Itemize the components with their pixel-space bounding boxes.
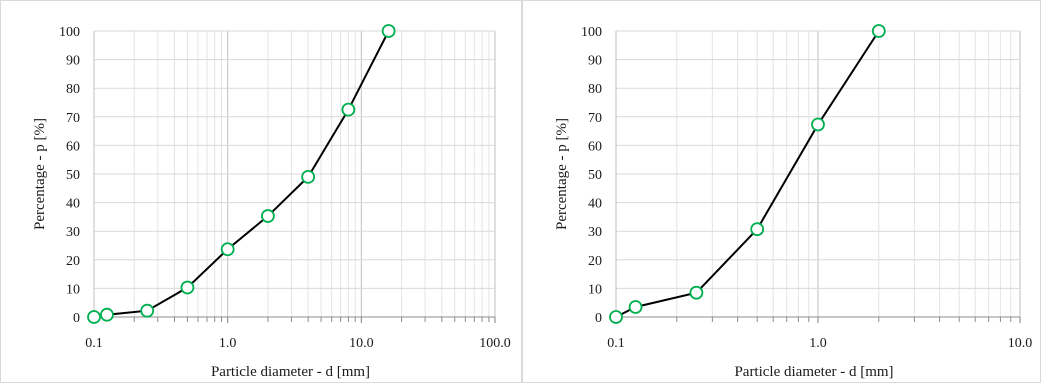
x-axis-title: Particle diameter - d [mm] bbox=[211, 364, 370, 380]
chart-right: 0 10 20 30 40 50 60 70 80 90 100 0.1 1.0 10.0 Particle… bbox=[554, 24, 1033, 380]
data-point bbox=[100, 307, 114, 322]
y-tick-label: 30 bbox=[66, 225, 80, 240]
x-tick-label: 0.1 bbox=[85, 336, 103, 351]
x-tick-label: 1.0 bbox=[219, 336, 237, 351]
data-point bbox=[689, 285, 704, 300]
y-tick-label: 100 bbox=[581, 25, 602, 40]
data-point bbox=[220, 242, 235, 257]
y-tick-label: 90 bbox=[588, 54, 602, 69]
y-tick-label: 20 bbox=[66, 254, 80, 269]
data-point bbox=[140, 303, 155, 318]
y-tick-label: 0 bbox=[595, 311, 602, 326]
x-tick-label: 0.1 bbox=[607, 336, 625, 351]
data-point bbox=[381, 24, 396, 38]
data-point bbox=[301, 169, 316, 184]
y-axis-title: Percentage - p [%] bbox=[554, 118, 570, 230]
y-tick-label: 70 bbox=[588, 111, 602, 126]
data-point bbox=[87, 310, 101, 324]
y-tick-label: 50 bbox=[588, 168, 602, 183]
y-tick-label: 0 bbox=[73, 311, 80, 326]
y-tick-label: 90 bbox=[66, 54, 80, 69]
data-point bbox=[811, 117, 825, 132]
y-tick-label: 20 bbox=[588, 254, 602, 269]
y-tick-label: 60 bbox=[588, 139, 602, 154]
y-axis-title: Percentage - p [%] bbox=[32, 118, 48, 230]
y-tick-label: 10 bbox=[66, 282, 80, 297]
data-point bbox=[180, 280, 195, 295]
y-tick-label: 40 bbox=[588, 197, 602, 212]
chart-panel-left: 0 10 20 30 40 50 60 70 80 90 100 0.1 1.0 10.0 100.0 Par… bbox=[0, 0, 522, 383]
data-point bbox=[871, 24, 886, 38]
x-tick-label: 10.0 bbox=[1008, 336, 1033, 351]
y-tick-label: 80 bbox=[66, 82, 80, 97]
data-point bbox=[261, 209, 275, 223]
y-tick-label: 80 bbox=[588, 82, 602, 97]
x-tick-label: 100.0 bbox=[479, 336, 511, 351]
chart-panel-right: 0 10 20 30 40 50 60 70 80 90 100 0.1 1.0 10.0 Particle… bbox=[522, 0, 1041, 383]
y-tick-label: 10 bbox=[588, 282, 602, 297]
y-tick-label: 60 bbox=[66, 139, 80, 154]
data-point bbox=[609, 310, 623, 324]
y-tick-label: 40 bbox=[66, 197, 80, 212]
y-tick-label: 50 bbox=[66, 168, 80, 183]
y-tick-label: 70 bbox=[66, 111, 80, 126]
chart-left: 0 10 20 30 40 50 60 70 80 90 100 0.1 1.0 10.0 100.0 Par… bbox=[32, 24, 511, 380]
y-tick-label: 30 bbox=[588, 225, 602, 240]
y-tick-label: 100 bbox=[59, 25, 80, 40]
data-point bbox=[628, 300, 643, 314]
x-axis-title: Particle diameter - d [mm] bbox=[734, 364, 893, 380]
data-point bbox=[750, 222, 765, 237]
data-point bbox=[341, 102, 356, 117]
x-tick-label: 10.0 bbox=[349, 336, 374, 351]
x-tick-label: 1.0 bbox=[809, 336, 827, 351]
